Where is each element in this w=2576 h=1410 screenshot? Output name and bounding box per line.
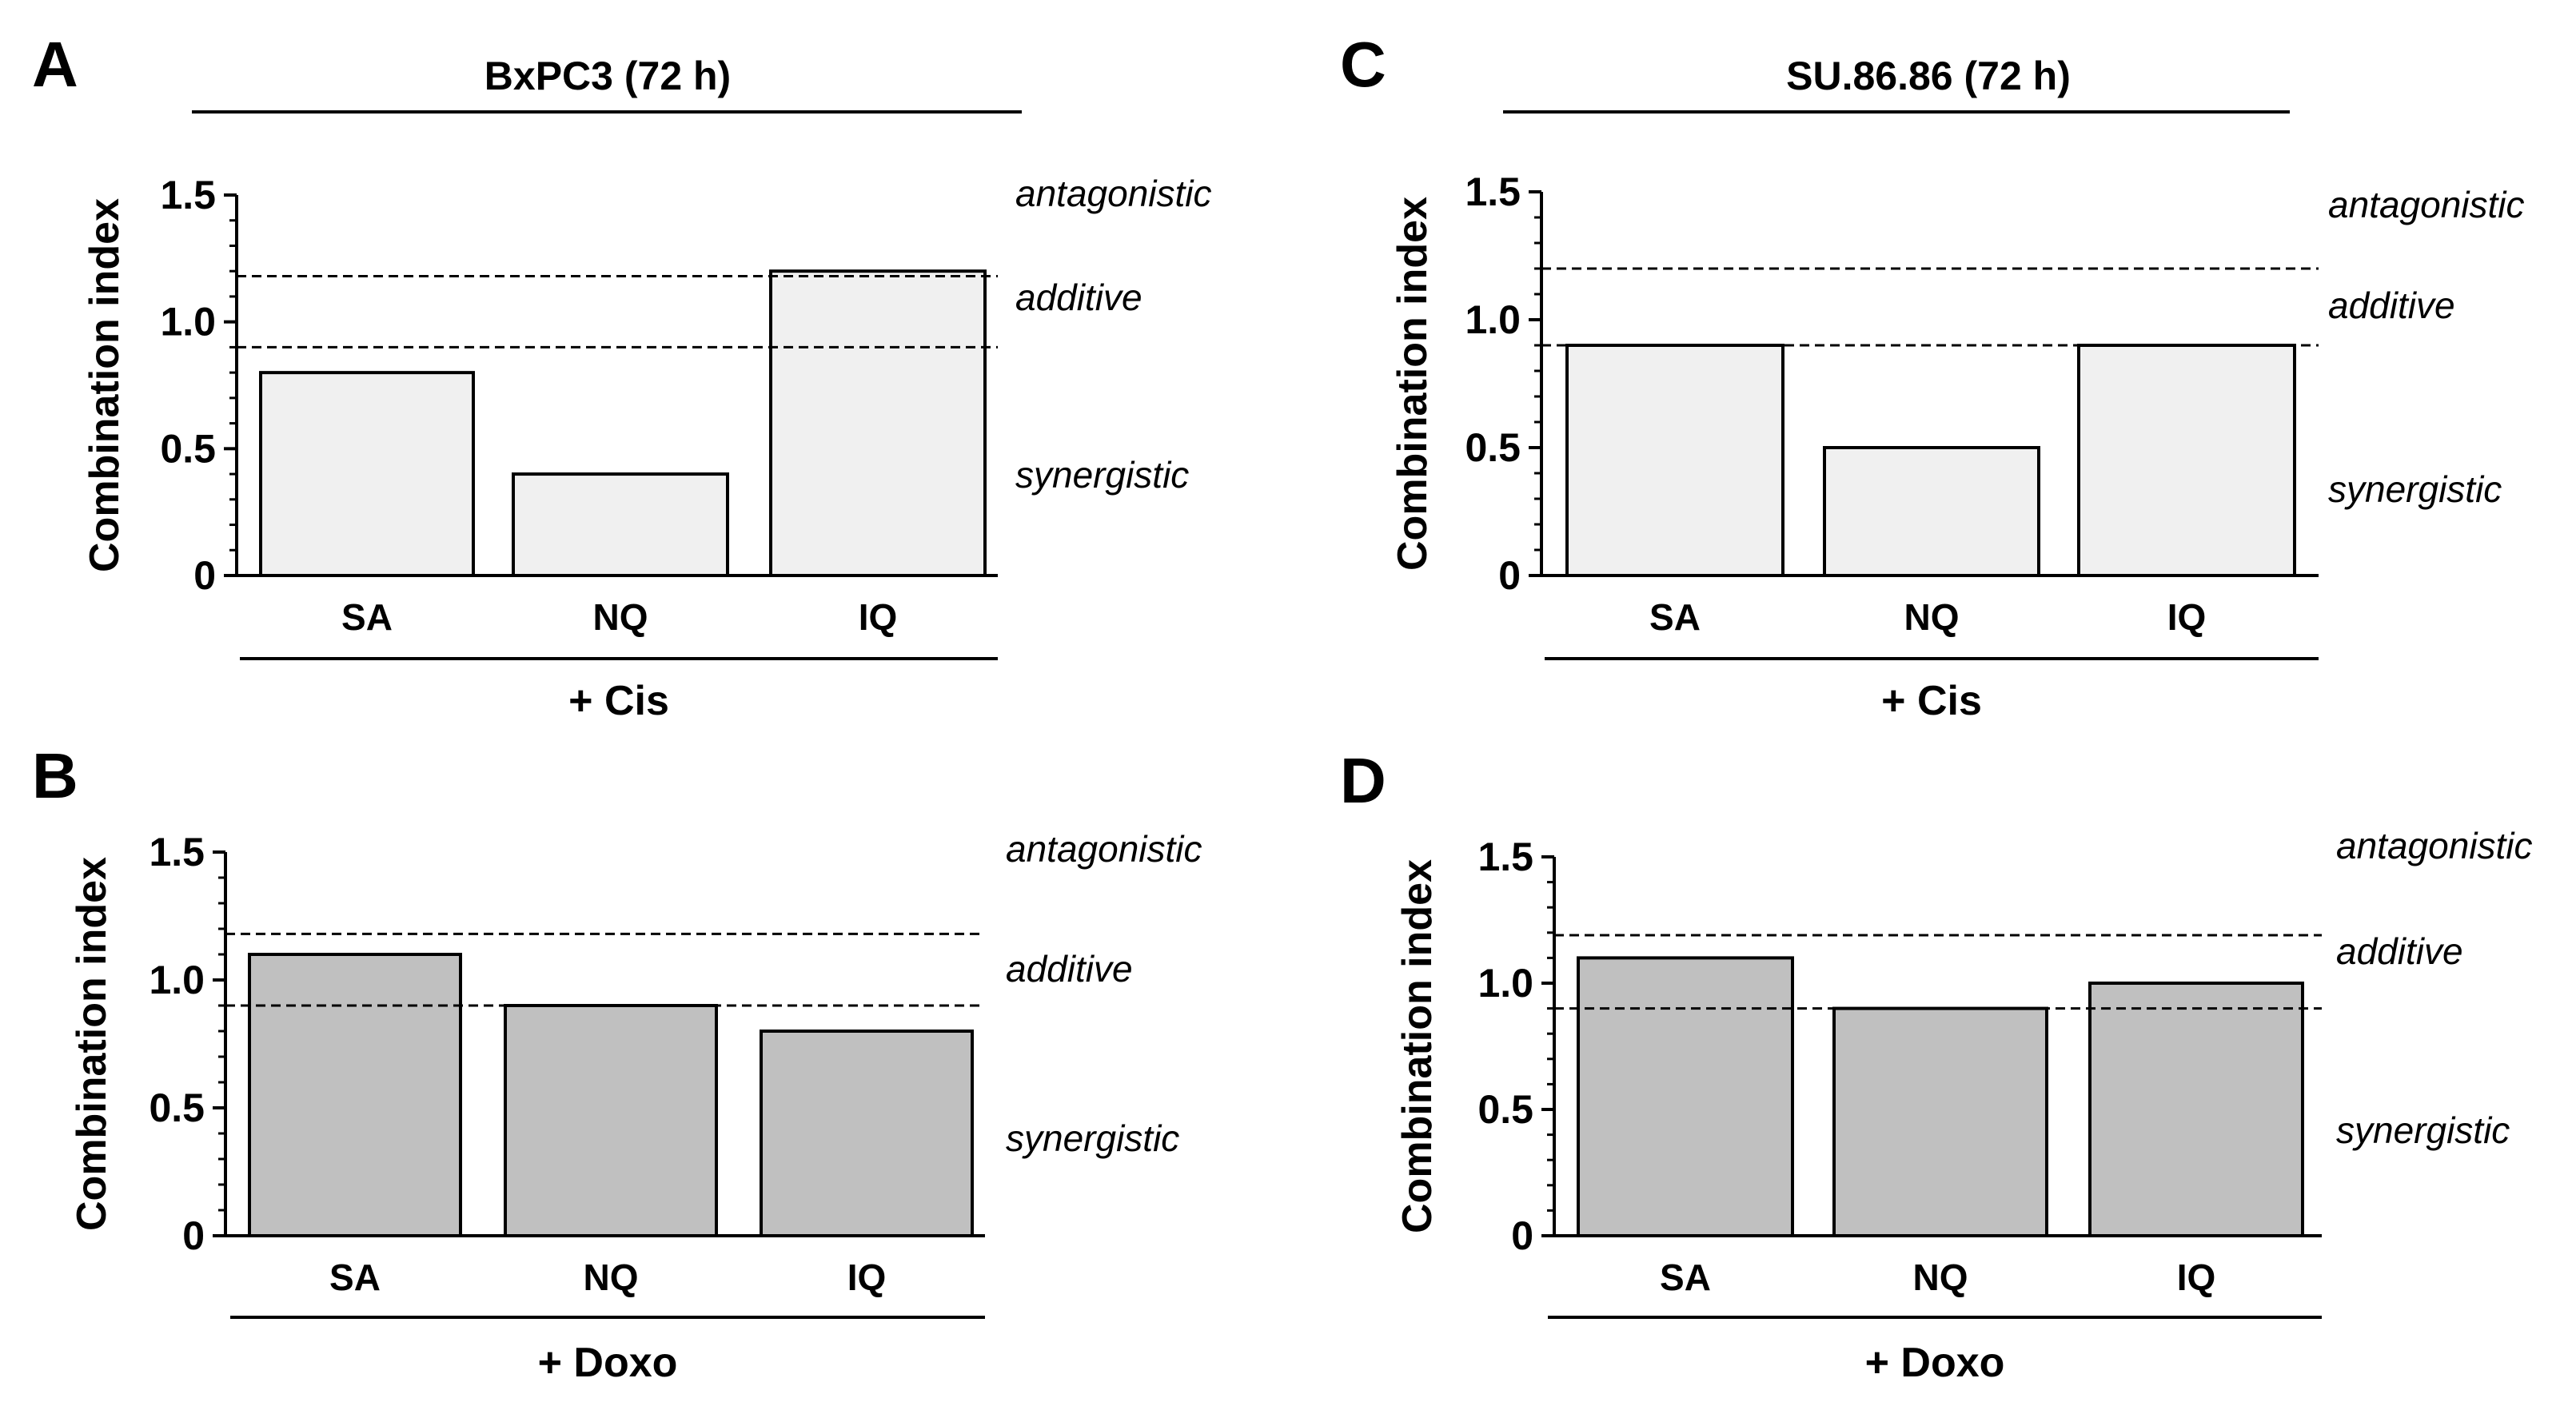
category-label: NQ [593,596,648,638]
category-label: NQ [1913,1257,1968,1298]
y-tick-label: 1.0 [149,958,205,1002]
bar-sa [1565,344,1784,577]
panel-letter: A [32,29,78,100]
category-label: IQ [2167,596,2207,638]
y-tick-label: 0.5 [1477,1087,1533,1132]
y-tick-label: 1.5 [160,173,216,217]
y-axis-label: Combination index [1394,859,1441,1233]
panel-letter: B [32,740,78,811]
category-label: IQ [847,1257,887,1298]
y-tick-label: 1.5 [1477,834,1533,879]
zone-label-antagonistic: antagonistic [1015,173,1212,214]
zone-label-antagonistic: antagonistic [2336,825,2533,866]
zone-label-synergistic: synergistic [2336,1109,2510,1151]
bar-sa [1577,956,1794,1238]
category-label: SA [341,596,393,638]
y-axis-label: Combination index [82,198,128,572]
category-label: IQ [2177,1257,2216,1298]
category-label: IQ [859,596,898,638]
y-tick-label: 0.5 [160,426,216,471]
bar-nq [504,1004,718,1237]
bar-iq [760,1030,974,1237]
category-label: SA [329,1257,381,1298]
zone-label-additive: additive [1006,948,1133,990]
panel-letter: C [1340,29,1386,100]
bar-sa [248,953,462,1237]
bar-nq [1832,1006,2048,1237]
chart-panel-a: A BxPC3 (72 h) 0 0.5 1.0 1.5 Combination index… [32,29,1212,724]
bar-nq [1823,446,2040,577]
chart-title: SU.86.86 (72 h) [1786,54,2071,98]
zone-label-additive: additive [2328,285,2455,326]
y-tick-label: 0.5 [1465,425,1521,470]
zone-label-synergistic: synergistic [1015,454,1189,496]
zone-label-synergistic: synergistic [1006,1117,1179,1159]
panel-letter: D [1340,745,1386,816]
chart-title: BxPC3 (72 h) [484,54,731,98]
bar-sa [259,371,475,577]
y-tick-label: 1.5 [149,830,205,874]
chart-panel-c: C SU.86.86 (72 h) 0 0.5 1.0 1.5 Combination in… [1340,29,2525,724]
zone-label-antagonistic: antagonistic [1006,828,1202,870]
y-tick-label: 0 [193,553,216,598]
bar-iq [2088,982,2304,1237]
zone-label-additive: additive [1015,277,1142,318]
group-label: + Doxo [1865,1340,2005,1386]
y-tick-label: 0 [1511,1213,1533,1258]
y-axis-label: Combination index [1390,197,1436,571]
chart-panel-d: D 0 0.5 1.0 1.5 Combination index SA NQ IQ + Doxo… [1340,745,2533,1386]
y-tick-label: 0.5 [149,1085,205,1130]
y-tick-label: 0 [182,1213,205,1258]
bar-iq [2077,344,2296,577]
group-label: + Doxo [538,1340,678,1386]
y-tick-label: 0 [1498,553,1521,598]
y-tick-label: 1.5 [1465,169,1521,214]
zone-label-additive: additive [2336,930,2463,972]
category-label: SA [1649,596,1701,638]
category-label: NQ [1904,596,1960,638]
category-label: NQ [584,1257,639,1298]
zone-label-synergistic: synergistic [2328,468,2502,510]
y-tick-label: 1.0 [160,300,216,345]
y-tick-label: 1.0 [1477,961,1533,1006]
y-axis-label: Combination index [69,857,115,1231]
chart-panel-b: B 0 0.5 1.0 1.5 Combination index SA NQ IQ + Doxo… [32,740,1202,1386]
category-label: SA [1660,1257,1711,1298]
y-tick-label: 1.0 [1465,297,1521,342]
group-label: + Cis [568,678,669,724]
group-label: + Cis [1881,678,1982,724]
bar-iq [769,269,987,577]
bar-nq [512,472,729,577]
zone-label-antagonistic: antagonistic [2328,184,2525,225]
